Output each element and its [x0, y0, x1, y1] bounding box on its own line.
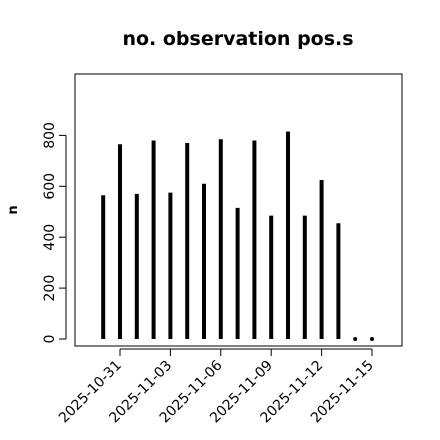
- y-tick-label: 0: [42, 335, 58, 344]
- y-axis-label: n: [6, 205, 21, 214]
- y-tick-label: 800: [42, 122, 58, 149]
- bar-point: [353, 337, 358, 341]
- y-tick-label: 600: [42, 173, 58, 200]
- y-axis: 0 200 400 600 800: [42, 122, 67, 344]
- bar-point: [370, 337, 374, 341]
- y-tick-label: 200: [42, 275, 58, 302]
- bars: [101, 131, 374, 341]
- x-axis: 2025-10-312025-11-032025-11-062025-11-09…: [56, 348, 377, 426]
- plot-box: [74, 73, 403, 347]
- chart-title: no. observation pos.s: [122, 28, 353, 50]
- y-tick-label: 400: [42, 224, 58, 251]
